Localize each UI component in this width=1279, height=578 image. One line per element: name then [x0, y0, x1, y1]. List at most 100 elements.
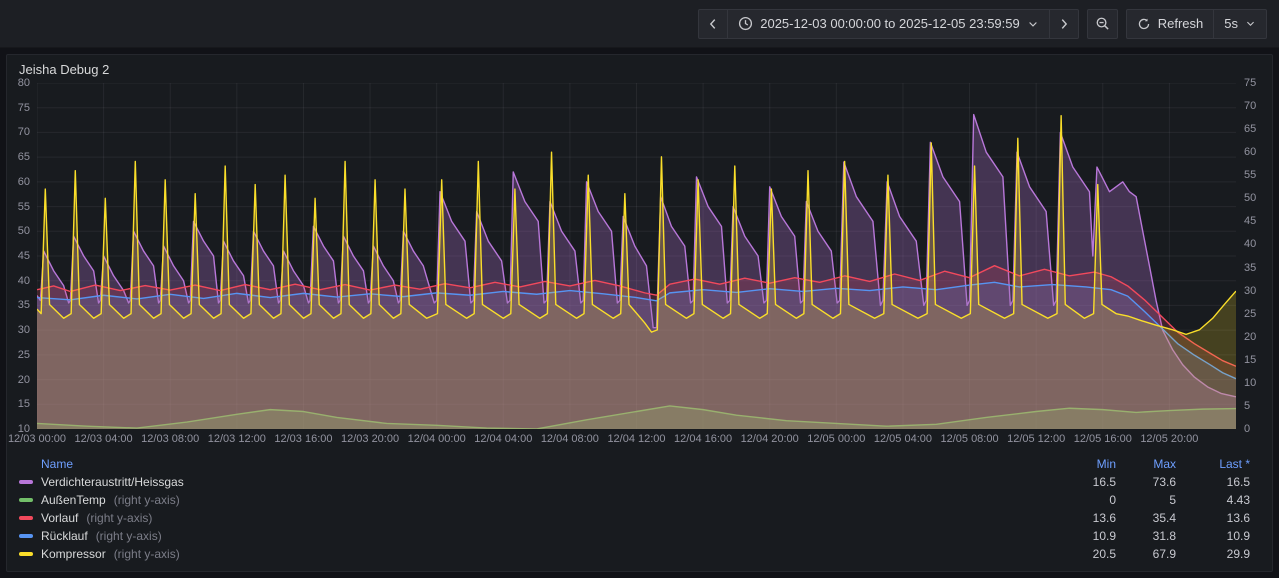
panel-header: Jeisha Debug 2: [7, 55, 1272, 83]
clock-icon: [738, 16, 753, 31]
y-axis-right-tick: 65: [1244, 123, 1257, 136]
refresh-group: Refresh 5s: [1125, 8, 1267, 39]
series-vorlauf: [37, 266, 1236, 429]
y-axis-right-tick: 0: [1244, 423, 1251, 435]
legend-series-swatch: [19, 498, 33, 502]
x-axis-tick: 12/04 20:00: [740, 433, 799, 445]
series-kompressor: [37, 116, 1236, 429]
legend-max-value: 5: [1169, 493, 1176, 507]
refresh-interval-dropdown[interactable]: 5s: [1214, 8, 1267, 39]
y-axis-right-tick: 40: [1244, 238, 1257, 251]
legend-last-value: 10.9: [1226, 529, 1250, 543]
chart-svg[interactable]: [37, 83, 1236, 429]
legend-series-name: AußenTemp: [41, 493, 106, 507]
legend-header-min[interactable]: Min: [1096, 457, 1116, 471]
y-axis-right-tick: 75: [1244, 77, 1257, 89]
x-axis-tick: 12/04 00:00: [407, 433, 466, 445]
zoom-out-icon: [1095, 16, 1110, 31]
y-axis-right-tick: 20: [1244, 330, 1257, 343]
legend-min-value: 13.6: [1092, 511, 1116, 525]
x-axis-tick: 12/04 04:00: [474, 433, 533, 445]
y-axis-right-tick: 15: [1244, 353, 1257, 366]
y-axis-left-tick: 75: [17, 101, 30, 114]
legend-header-max[interactable]: Max: [1153, 457, 1176, 471]
refresh-button[interactable]: Refresh: [1125, 8, 1215, 39]
refresh-icon: [1137, 17, 1151, 31]
y-axis-right-tick: 10: [1244, 376, 1257, 389]
zoom-out-button[interactable]: [1086, 8, 1118, 39]
x-axis-tick: 12/05 08:00: [940, 433, 999, 445]
y-axis-right-tick: 70: [1244, 100, 1257, 113]
y-axis-right-tick: 50: [1244, 192, 1257, 205]
series-aussentemp: [37, 406, 1236, 429]
legend-series-toggle[interactable]: Kompressor (right y-axis): [19, 547, 1056, 561]
legend-max-value: 67.9: [1152, 547, 1176, 561]
x-axis-tick: 12/05 20:00: [1140, 433, 1199, 445]
legend-series-swatch: [19, 480, 33, 484]
x-axis-tick: 12/03 12:00: [207, 433, 266, 445]
time-range-picker[interactable]: 2025-12-03 00:00:00 to 2025-12-05 23:59:…: [728, 8, 1050, 39]
y-axis-left-tick: 55: [17, 200, 30, 213]
legend-min-value: 10.9: [1092, 529, 1116, 543]
x-axis-tick: 12/05 16:00: [1073, 433, 1132, 445]
x-axis-tick: 12/05 00:00: [807, 433, 866, 445]
legend-series-axis-note: (right y-axis): [113, 493, 180, 507]
y-axis-left-tick: 50: [17, 225, 30, 238]
x-axis-tick: 12/03 04:00: [74, 433, 133, 445]
time-forward-button[interactable]: [1049, 8, 1079, 39]
y-axis-left-tick: 60: [17, 175, 30, 188]
legend-header-name-label: Name: [41, 457, 74, 471]
y-axis-left-tick: 70: [17, 126, 30, 139]
y-axis-left-tick: 40: [17, 274, 30, 287]
panel-title[interactable]: Jeisha Debug 2: [19, 61, 110, 77]
legend-header-name[interactable]: Name: [19, 457, 1056, 471]
series-verdichteraustritt_heissgas: [37, 115, 1236, 429]
legend-header-last[interactable]: Last *: [1219, 457, 1250, 471]
y-axis-right-tick: 45: [1244, 215, 1257, 228]
x-axis-tick: 12/04 16:00: [674, 433, 733, 445]
legend-series-swatch: [19, 552, 33, 556]
legend-series-swatch: [19, 534, 33, 538]
legend-series-name: Kompressor: [41, 547, 106, 561]
x-axis-tick: 12/04 12:00: [607, 433, 666, 445]
x-axis: 12/03 00:00 12/03 04:00 12/03 08:00 12/03 1…: [7, 429, 1272, 449]
legend-min-value: 0: [1109, 493, 1116, 507]
time-back-button[interactable]: [698, 8, 729, 39]
plot-area[interactable]: [37, 83, 1236, 429]
x-axis-tick: 12/03 20:00: [340, 433, 400, 445]
legend-series-toggle[interactable]: AußenTemp (right y-axis): [19, 493, 1056, 507]
legend-series-toggle[interactable]: Verdichteraustritt/Heissgas: [19, 475, 1056, 489]
legend-series-name: Vorlauf: [41, 511, 79, 525]
y-axis-left-tick: 10: [17, 423, 30, 435]
top-toolbar: 2025-12-03 00:00:00 to 2025-12-05 23:59:…: [0, 0, 1279, 48]
refresh-label: Refresh: [1157, 16, 1204, 31]
y-axis-right-tick: 30: [1244, 284, 1257, 297]
legend-series-swatch: [19, 516, 33, 520]
legend-last-value: 16.5: [1226, 475, 1250, 489]
y-axis-left-tick: 35: [17, 299, 30, 312]
x-axis-labels: 12/03 00:00 12/03 04:00 12/03 08:00 12/03 1…: [8, 429, 1236, 449]
y-axis-left-tick: 15: [17, 398, 30, 411]
y-axis-left-tick: 45: [17, 250, 30, 262]
x-axis-tick: 12/03 16:00: [274, 433, 333, 445]
x-axis-tick: 12/03 08:00: [141, 433, 200, 445]
legend-series-toggle[interactable]: Vorlauf (right y-axis): [19, 511, 1056, 525]
legend-series-name: Rücklauf: [41, 529, 88, 543]
x-axis-tick: 12/04 08:00: [540, 433, 599, 445]
legend-series-axis-note: (right y-axis): [113, 547, 180, 561]
y-axis-left-tick: 25: [17, 348, 30, 361]
legend-series-toggle[interactable]: Rücklauf (right y-axis): [19, 529, 1056, 543]
legend-row: Rücklauf (right y-axis) 10.9 31.8 10.9: [19, 527, 1250, 545]
y-axis-right-tick: 55: [1244, 169, 1257, 182]
y-axis-left-tick: 20: [17, 373, 30, 386]
chevron-right-icon: [1057, 17, 1071, 31]
series-ruecklauf: [37, 282, 1236, 429]
chart-area: 80 75 70 65 60 55 50 45 40 35 30 25 20 15 10 75 70 65 60 5…: [7, 77, 1272, 435]
chevron-down-icon: [1245, 18, 1256, 29]
legend-last-value: 29.9: [1226, 547, 1250, 561]
y-axis-left-tick: 65: [17, 151, 30, 164]
legend-last-value: 4.43: [1226, 493, 1250, 507]
time-range-group: 2025-12-03 00:00:00 to 2025-12-05 23:59:…: [698, 8, 1079, 39]
y-axis-left: 80 75 70 65 60 55 50 45 40 35 30 25 20 15 10: [7, 77, 37, 435]
